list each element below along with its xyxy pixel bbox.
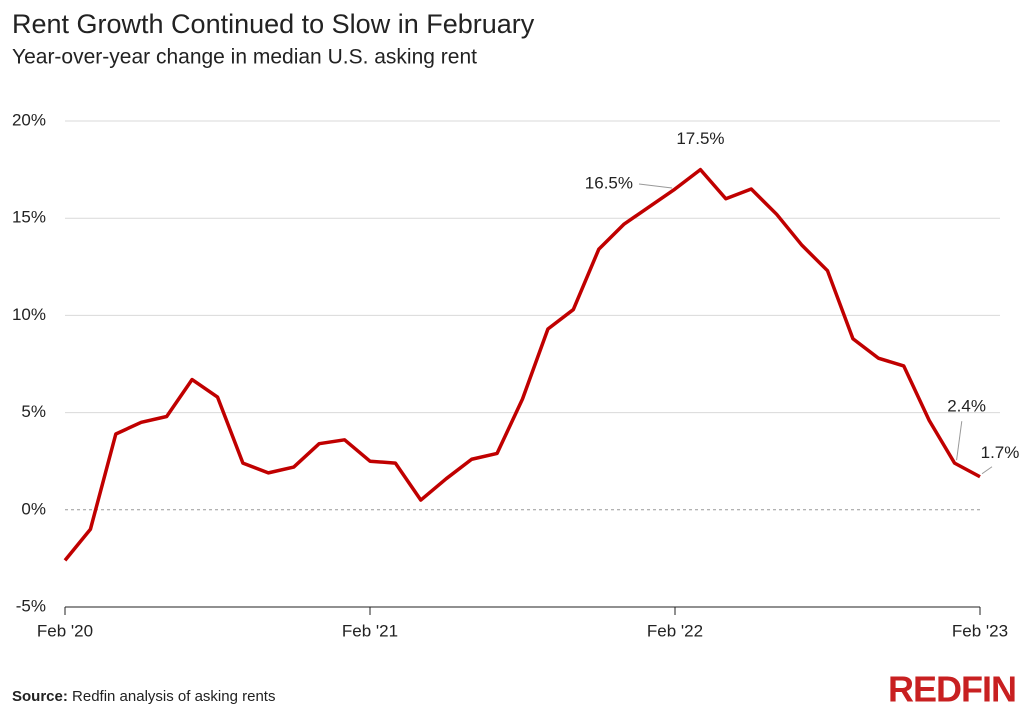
y-tick-label: 15% (12, 208, 46, 227)
data-label: 17.5% (676, 129, 724, 148)
source-label: Source: (12, 688, 68, 705)
y-tick-label: 20% (12, 110, 46, 129)
source-text: Redfin analysis of asking rents (72, 688, 275, 705)
x-tick-label: Feb '23 (952, 621, 1008, 640)
leader-line (956, 421, 963, 461)
logo: REDFIN (888, 669, 1016, 710)
y-tick-label: 5% (21, 402, 46, 421)
y-tick-label: 0% (21, 499, 46, 518)
x-tick-label: Feb '21 (342, 621, 398, 640)
x-tick-label: Feb '22 (647, 621, 703, 640)
y-tick-label: 10% (12, 305, 46, 324)
y-tick-label: -5% (16, 596, 46, 615)
source: Source: Redfin analysis of asking rents (12, 688, 275, 705)
series-line (63, 167, 981, 562)
chart-subtitle: Year-over-year change in median U.S. ask… (12, 46, 477, 69)
x-tick-label: Feb '20 (37, 621, 93, 640)
data-label: 1.7% (981, 443, 1020, 462)
chart-title: Rent Growth Continued to Slow in Februar… (12, 9, 535, 39)
leader-line (638, 183, 673, 189)
data-label: 16.5% (585, 174, 633, 193)
data-label: 2.4% (947, 397, 986, 416)
leader-line (981, 466, 993, 475)
